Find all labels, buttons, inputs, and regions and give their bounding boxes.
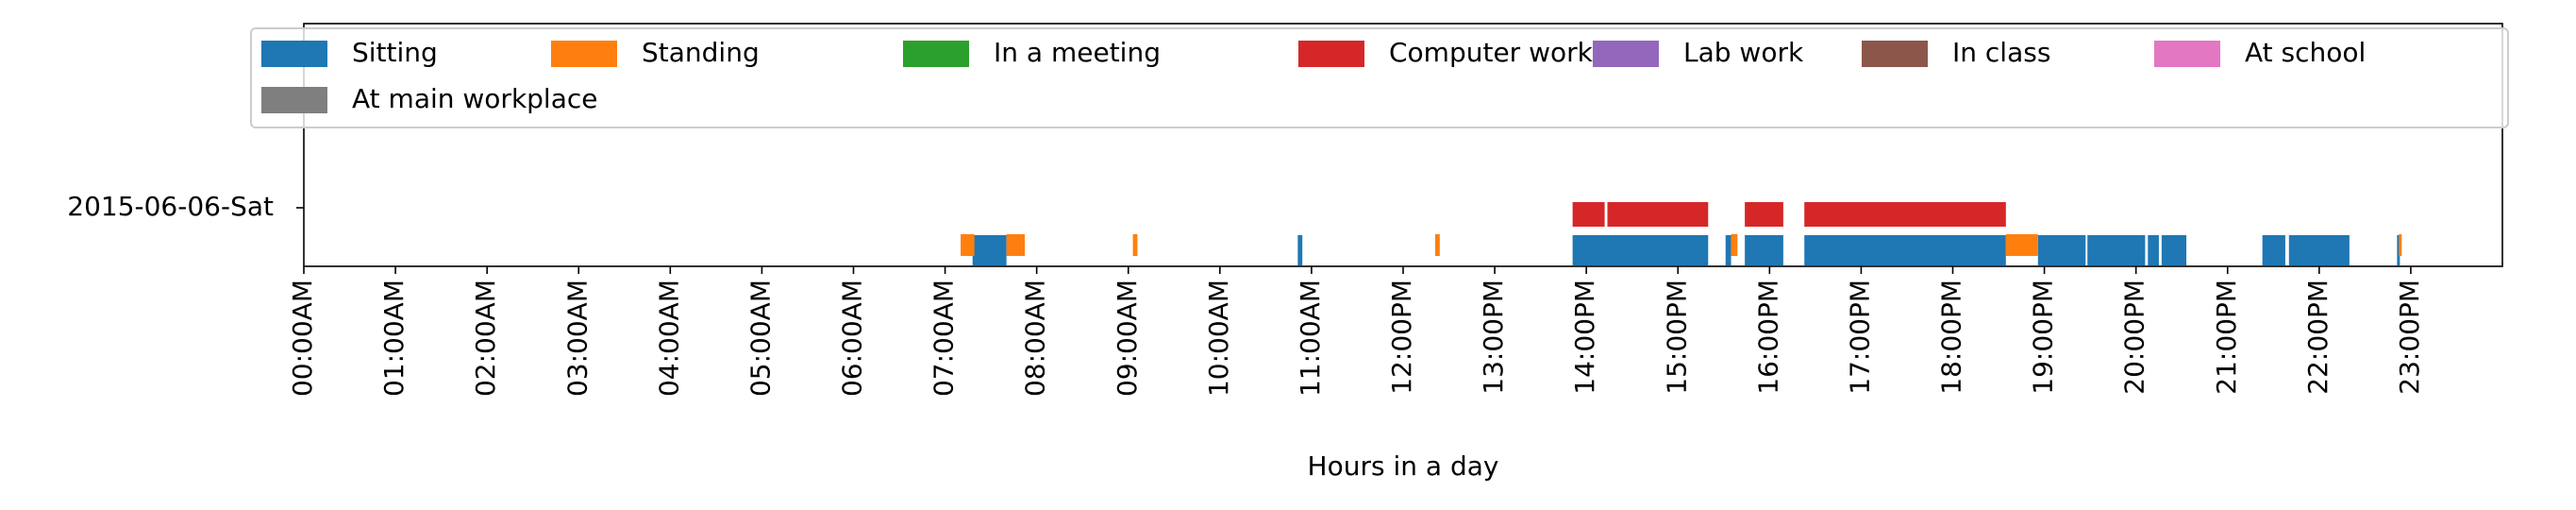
legend: Sitting Standing In a meeting Computer work… <box>250 27 2509 128</box>
x-tick-label: 05:00AM <box>744 280 776 397</box>
x-tick-label: 12:00PM <box>1386 280 1417 395</box>
x-tick-label: 13:00PM <box>1478 280 1509 395</box>
x-tick-label: 02:00AM <box>470 280 501 397</box>
standing-bar <box>2399 234 2402 256</box>
x-tick-label: 09:00AM <box>1112 280 1143 397</box>
standing-bar <box>1006 234 1026 256</box>
standing-bar <box>2005 234 2038 256</box>
legend-swatch-at-school <box>2154 41 2220 67</box>
legend-swatch-computer-work <box>1298 41 1364 67</box>
x-tick-label: 00:00AM <box>287 280 318 397</box>
legend-swatch-sitting <box>261 41 327 67</box>
activity-bars <box>961 202 2402 265</box>
standing-bar <box>961 234 975 256</box>
legend-swatch-standing <box>551 41 617 67</box>
x-tick-label: 18:00PM <box>1936 280 1967 395</box>
sitting-bar <box>2148 235 2159 265</box>
sitting-bar <box>2161 235 2187 265</box>
legend-label-computer-work: Computer work <box>1389 37 1594 68</box>
legend-swatch-at-main-workplace <box>261 87 327 113</box>
legend-label-at-school: At school <box>2245 37 2366 68</box>
sitting-bar <box>972 235 1007 265</box>
sitting-bar <box>2037 235 2086 265</box>
x-tick-label: 17:00PM <box>1844 280 1875 395</box>
x-tick-label: 14:00PM <box>1569 280 1600 395</box>
x-tick-label: 23:00PM <box>2394 280 2425 395</box>
legend-label-sitting: Sitting <box>352 37 438 68</box>
legend-label-at-main-workplace: At main workplace <box>352 83 598 114</box>
sitting-bar <box>2397 235 2400 265</box>
x-tick-label: 07:00AM <box>928 280 960 397</box>
sitting-bar <box>2262 235 2285 265</box>
x-tick-label: 21:00PM <box>2211 280 2242 395</box>
sitting-bar <box>2288 235 2350 265</box>
legend-label-in-a-meeting: In a meeting <box>994 37 1161 68</box>
x-tick-label: 01:00AM <box>378 280 410 397</box>
legend-box <box>250 27 2509 128</box>
computer-work-bar <box>1804 202 2006 227</box>
x-tick-label: 20:00PM <box>2119 280 2150 395</box>
computer-work-bar <box>1572 202 1605 227</box>
legend-label-standing: Standing <box>642 37 760 68</box>
sitting-bar <box>1804 235 2006 265</box>
legend-swatch-in-class <box>1862 41 1928 67</box>
sitting-bar <box>1572 235 1709 265</box>
legend-swatch-in-a-meeting <box>903 41 969 67</box>
x-tick-label: 08:00AM <box>1020 280 1051 397</box>
sitting-bar <box>1725 235 1731 265</box>
standing-bar <box>1132 234 1138 256</box>
legend-label-lab-work: Lab work <box>1683 37 1804 68</box>
legend-swatch-lab-work <box>1593 41 1659 67</box>
x-tick-label: 04:00AM <box>653 280 684 397</box>
sitting-bar <box>1745 235 1783 265</box>
sitting-bar <box>2087 235 2146 265</box>
x-tick-label: 10:00AM <box>1203 280 1234 397</box>
x-tick-label: 15:00PM <box>1661 280 1692 395</box>
x-axis-label: Hours in a day <box>1308 450 1499 482</box>
standing-bar <box>1731 234 1738 256</box>
y-tick-label: 2015-06-06-Sat <box>67 191 274 222</box>
y-axis: 2015-06-06-Sat <box>67 191 304 222</box>
x-tick-label: 06:00AM <box>837 280 868 397</box>
standing-bar <box>1434 234 1440 256</box>
x-tick-label: 11:00AM <box>1295 280 1326 397</box>
legend-label-in-class: In class <box>1952 37 2050 68</box>
computer-work-bar <box>1745 202 1783 227</box>
x-tick-label: 03:00AM <box>561 280 593 397</box>
x-tick-label: 22:00PM <box>2302 280 2333 395</box>
x-tick-label: 16:00PM <box>1752 280 1783 395</box>
x-axis: 00:00AM 01:00AM 02:00AM 03:00AM 04:00AM 05:00… <box>287 266 2425 397</box>
x-tick-label: 19:00PM <box>2028 280 2059 395</box>
sitting-bar <box>1297 235 1303 265</box>
computer-work-bar <box>1607 202 1709 227</box>
